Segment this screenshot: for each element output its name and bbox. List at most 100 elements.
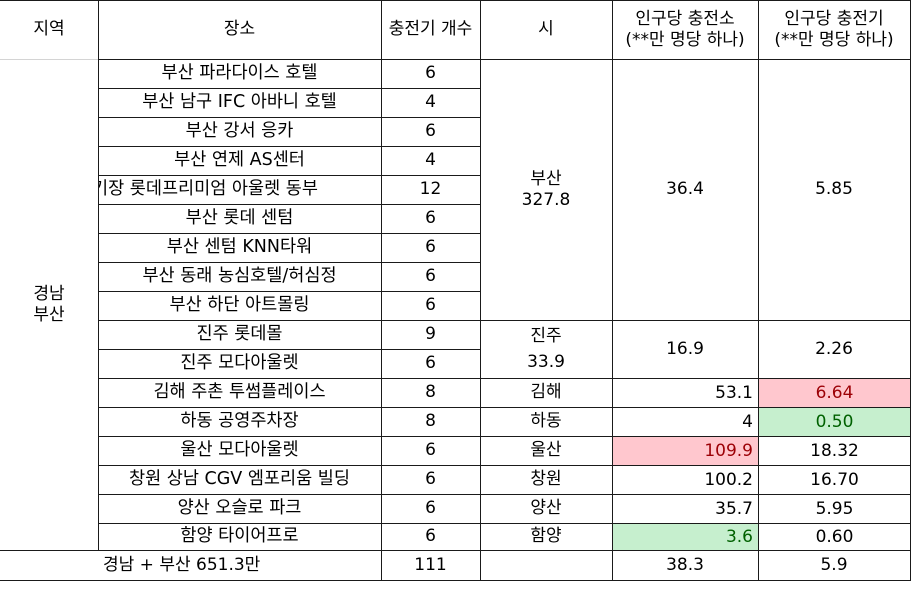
header-place[interactable]: 장소 <box>223 19 256 40</box>
place-cell[interactable]: 김해 주촌 투썸플레이스 <box>153 382 326 402</box>
grid-line <box>0 0 911 1</box>
charger-count-cell[interactable]: 6 <box>425 237 436 258</box>
place-cell[interactable]: 진주 롯데몰 <box>196 324 283 344</box>
grid-line <box>480 465 911 466</box>
place-cell[interactable]: 부산 연제 AS센터 <box>174 150 305 170</box>
header-per-station-line1: 인구당 충전소 <box>635 9 735 30</box>
per-charger-jinju[interactable]: 2.26 <box>815 338 853 359</box>
grid-line <box>910 0 911 581</box>
grid-line <box>98 117 481 118</box>
per-station-cell[interactable]: 109.9 <box>613 437 758 465</box>
header-per-station-line2: (**만 명당 하나) <box>625 29 745 50</box>
charger-count-cell[interactable]: 6 <box>425 526 436 547</box>
grid-line <box>612 0 613 581</box>
grid-line <box>98 88 481 89</box>
grid-line <box>98 146 481 147</box>
place-cell[interactable]: 함양 타이어프로 <box>180 526 299 546</box>
per-charger-cell[interactable]: 6.64 <box>759 379 910 407</box>
place-cell[interactable]: 울산 모다아울렛 <box>180 440 299 460</box>
header-per-charger-line2: (**만 명당 하나) <box>774 29 894 50</box>
place-cell[interactable]: 기장 롯데프리미엄 아울렛 동부 <box>98 179 318 199</box>
place-cell[interactable]: 부산 동래 농심호텔/허심정 <box>142 266 337 286</box>
place-cell[interactable]: 부산 하단 아트몰링 <box>169 295 310 315</box>
grid-line <box>98 175 481 176</box>
place-cell[interactable]: 부산 센텀 KNN타워 <box>166 237 313 257</box>
charger-count-cell[interactable]: 6 <box>425 295 436 316</box>
charger-count-cell[interactable]: 8 <box>425 411 436 432</box>
grid-line <box>98 320 481 321</box>
charger-count-cell[interactable]: 6 <box>425 63 436 84</box>
region-cell[interactable]: 경남 부산 <box>0 59 98 550</box>
grid-line <box>0 580 911 581</box>
charger-count-cell[interactable]: 6 <box>425 440 436 461</box>
per-station-cell[interactable]: 53.1 <box>715 382 753 403</box>
grid-line <box>98 0 99 551</box>
place-cell[interactable]: 부산 남구 IFC 아바니 호텔 <box>142 92 337 112</box>
per-station-cell[interactable]: 35.7 <box>715 498 753 519</box>
per-station-cell[interactable]: 4 <box>742 411 753 432</box>
grid-line <box>98 407 481 408</box>
header-per-charger-line1: 인구당 충전기 <box>784 9 884 30</box>
grid-line <box>98 204 481 205</box>
city-cell[interactable]: 울산 <box>530 440 562 461</box>
per-station-jinju[interactable]: 16.9 <box>666 338 704 359</box>
place-cell[interactable]: 하동 공영주차장 <box>180 411 299 431</box>
header-per-station[interactable]: 인구당 충전소 (**만 명당 하나) <box>612 0 758 59</box>
per-charger-busan[interactable]: 5.85 <box>815 179 853 200</box>
charger-count-cell[interactable]: 6 <box>425 353 436 374</box>
place-cell[interactable]: 부산 롯데 센텀 <box>185 208 294 228</box>
region-line2: 부산 <box>33 304 65 325</box>
city-cell-busan[interactable]: 부산 327.8 <box>480 59 612 320</box>
grid-line <box>0 550 911 551</box>
per-charger-cell[interactable]: 5.95 <box>815 498 854 519</box>
grid-line <box>0 59 99 60</box>
grid-line <box>480 494 911 495</box>
place-cell[interactable]: 부산 파라다이스 호텔 <box>161 63 318 83</box>
grid-line <box>98 523 481 524</box>
city-cell[interactable]: 양산 <box>530 498 562 519</box>
charger-count-cell[interactable]: 4 <box>425 150 436 171</box>
charger-count-cell[interactable]: 6 <box>425 121 436 142</box>
city-population: 33.9 <box>527 352 565 372</box>
total-per-station[interactable]: 38.3 <box>666 554 704 575</box>
header-region[interactable]: 지역 <box>33 19 65 40</box>
per-charger-cell[interactable]: 0.50 <box>759 408 910 436</box>
total-label[interactable]: 경남 + 부산 651.3만 <box>103 554 261 575</box>
place-cell[interactable]: 양산 오슬로 파크 <box>177 498 302 518</box>
per-charger-cell[interactable]: 18.32 <box>810 440 859 461</box>
charger-count-cell[interactable]: 4 <box>425 92 436 113</box>
header-chargers[interactable]: 충전기 개수 <box>388 19 473 40</box>
total-city-empty[interactable] <box>480 550 612 580</box>
per-charger-cell[interactable]: 16.70 <box>810 469 859 490</box>
charger-count-cell[interactable]: 8 <box>425 382 436 403</box>
header-per-charger[interactable]: 인구당 충전기 (**만 명당 하나) <box>758 0 910 59</box>
city-name: 진주 <box>530 325 562 346</box>
charger-count-cell[interactable]: 6 <box>425 469 436 490</box>
per-charger-cell[interactable]: 0.60 <box>815 526 854 547</box>
header-city[interactable]: 시 <box>538 19 554 40</box>
grid-line <box>480 378 911 379</box>
grid-line <box>480 436 911 437</box>
per-station-busan[interactable]: 36.4 <box>666 179 704 200</box>
city-cell[interactable]: 함양 <box>530 526 562 547</box>
grid-line <box>480 407 911 408</box>
grid-line <box>98 436 481 437</box>
charger-count-cell[interactable]: 6 <box>425 498 436 519</box>
charger-count-cell[interactable]: 6 <box>425 266 436 287</box>
charger-count-cell[interactable]: 12 <box>419 179 442 200</box>
total-per-charger[interactable]: 5.9 <box>820 554 848 575</box>
place-cell[interactable]: 창원 상남 CGV 엠포리움 빌딩 <box>128 469 350 489</box>
per-station-cell[interactable]: 100.2 <box>704 469 753 490</box>
grid-line <box>98 378 481 379</box>
city-cell-jinju[interactable]: 진주 33.9 <box>480 320 612 378</box>
city-cell[interactable]: 김해 <box>530 382 562 403</box>
charger-count-cell[interactable]: 6 <box>425 208 436 229</box>
per-station-cell[interactable]: 3.6 <box>613 524 758 550</box>
city-cell[interactable]: 하동 <box>530 411 562 432</box>
total-count[interactable]: 111 <box>414 554 447 575</box>
charger-count-cell[interactable]: 9 <box>425 324 436 345</box>
place-cell[interactable]: 진주 모다아울렛 <box>180 353 299 373</box>
city-cell[interactable]: 창원 <box>530 469 562 490</box>
place-cell[interactable]: 부산 강서 응카 <box>185 121 294 141</box>
